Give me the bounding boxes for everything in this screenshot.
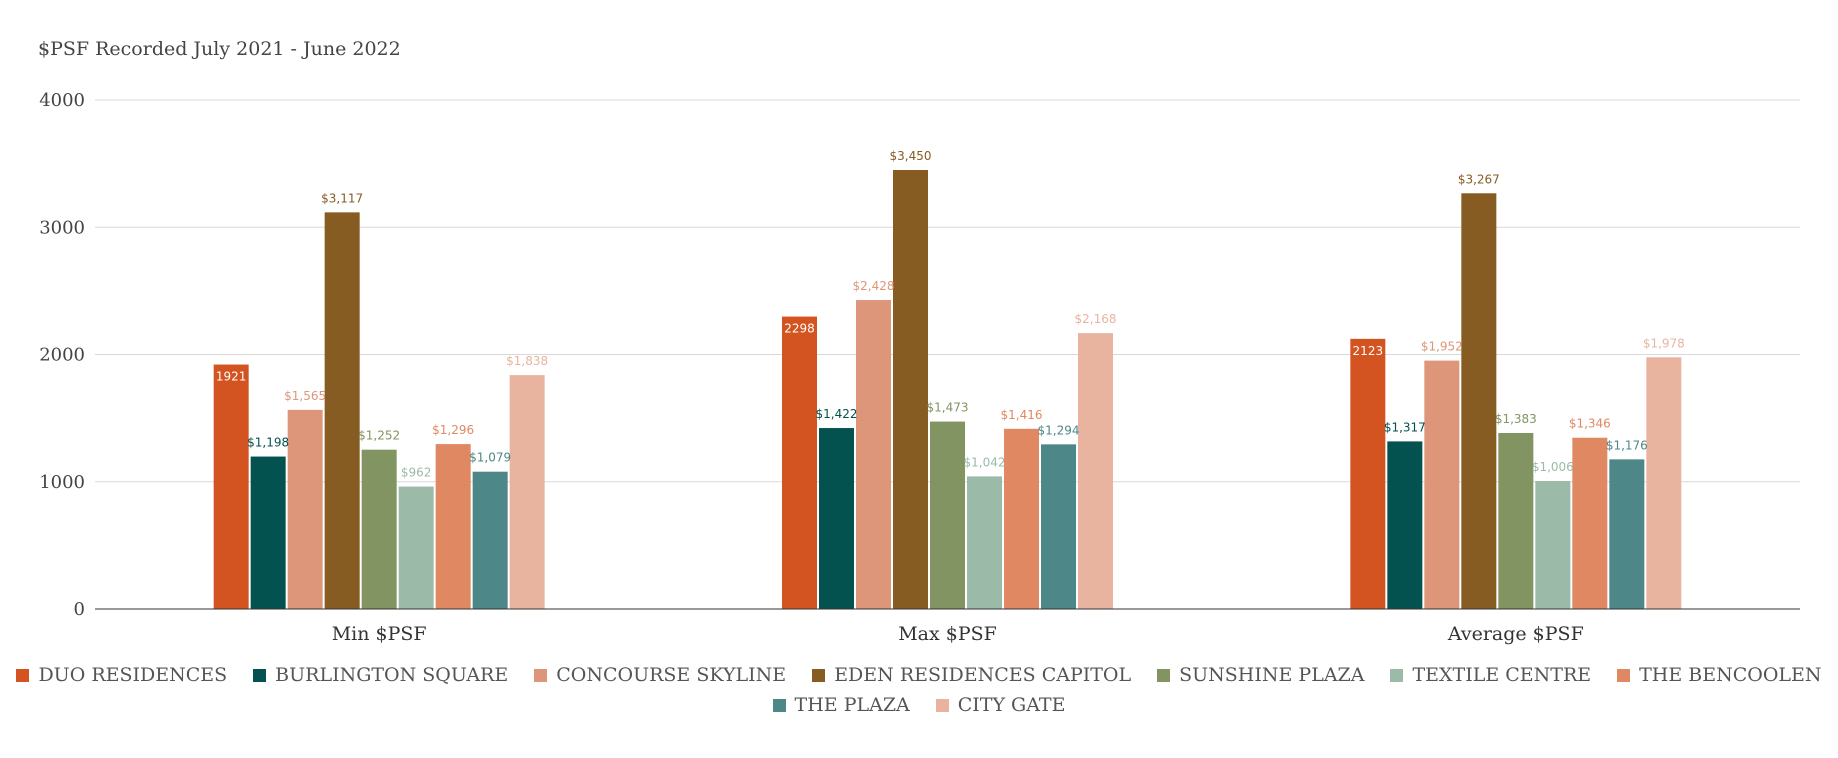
bar-duo-residences bbox=[213, 364, 249, 609]
legend-swatch bbox=[935, 698, 949, 712]
data-label: $1,296 bbox=[432, 423, 474, 437]
bar-burlington-square bbox=[819, 428, 854, 609]
legend-label: DUO RESIDENCES bbox=[38, 664, 228, 686]
legend-label: CITY GATE bbox=[957, 694, 1066, 716]
y-tick-label: 3000 bbox=[39, 217, 85, 238]
x-axis-ticks: Min $PSF Max $PSF Average $PSF bbox=[332, 623, 1584, 645]
bar-city-gate bbox=[1078, 333, 1113, 609]
bar-city-gate bbox=[1646, 357, 1682, 609]
legend-swatch bbox=[16, 668, 30, 682]
data-label: 2123 bbox=[1353, 344, 1384, 358]
data-label: $1,006 bbox=[1532, 460, 1574, 474]
bar-burlington-square bbox=[1387, 441, 1423, 609]
legend-item: THE BENCOOLEN bbox=[1617, 664, 1822, 686]
data-label: $1,079 bbox=[469, 451, 511, 465]
data-labels: 1921 $1,198 $1,565 $3,117 $1,252 $962 $1,296 $1… bbox=[216, 149, 1685, 480]
bar-textile-centre bbox=[1535, 480, 1571, 609]
legend-label: SUNSHINE PLAZA bbox=[1179, 664, 1365, 686]
data-label: 1921 bbox=[216, 370, 247, 384]
legend-swatch bbox=[534, 668, 548, 682]
y-tick-label: 4000 bbox=[39, 90, 85, 111]
data-label: $1,346 bbox=[1569, 417, 1611, 431]
bar-concourse-skyline bbox=[287, 409, 323, 609]
bar-sunshine-plaza bbox=[361, 449, 397, 609]
legend-item: CITY GATE bbox=[935, 694, 1066, 716]
data-label: $1,252 bbox=[358, 429, 400, 443]
bar-concourse-skyline bbox=[1424, 360, 1460, 609]
data-label: $2,168 bbox=[1075, 312, 1117, 326]
bar-concourse-skyline bbox=[856, 300, 891, 609]
data-label: $1,198 bbox=[247, 436, 289, 450]
x-tick-label: Min $PSF bbox=[332, 623, 427, 645]
y-tick-label: 0 bbox=[74, 599, 85, 620]
data-label: $3,117 bbox=[321, 191, 363, 205]
data-label: $2,428 bbox=[853, 279, 895, 293]
legend-item: BURLINGTON SQUARE bbox=[253, 664, 508, 686]
legend-label: BURLINGTON SQUARE bbox=[275, 664, 509, 686]
x-tick-label: Average $PSF bbox=[1447, 623, 1584, 645]
y-tick-label: 1000 bbox=[39, 472, 85, 493]
legend-row: DUO RESIDENCES BURLINGTON SQUARE CONCOURSE… bbox=[0, 664, 1838, 686]
legend-row: THE PLAZA CITY GATE bbox=[0, 694, 1838, 716]
legend-item: DUO RESIDENCES bbox=[16, 664, 227, 686]
legend-label: EDEN RESIDENCES CAPITOL bbox=[834, 664, 1132, 686]
legend-item: TEXTILE CENTRE bbox=[1390, 664, 1591, 686]
legend-swatch bbox=[772, 698, 786, 712]
bar-sunshine-plaza bbox=[1498, 433, 1534, 609]
bar-the-bencoolen bbox=[435, 444, 471, 609]
bar-the-plaza bbox=[1041, 444, 1076, 609]
data-label: $1,422 bbox=[816, 407, 858, 421]
bar-sunshine-plaza bbox=[930, 421, 965, 609]
legend: DUO RESIDENCES BURLINGTON SQUARE CONCOURSE… bbox=[0, 664, 1838, 724]
data-label: $962 bbox=[401, 466, 432, 480]
x-tick-label: Max $PSF bbox=[898, 623, 997, 645]
legend-swatch bbox=[1390, 668, 1404, 682]
data-label: $1,416 bbox=[1001, 408, 1043, 422]
y-tick-label: 2000 bbox=[39, 345, 85, 366]
bar-duo-residences bbox=[782, 316, 817, 609]
data-label: $1,294 bbox=[1038, 423, 1080, 437]
legend-swatch bbox=[1617, 668, 1631, 682]
bar-city-gate bbox=[509, 375, 545, 609]
chart-title: $PSF Recorded July 2021 - June 2022 bbox=[38, 38, 401, 60]
data-label: $1,978 bbox=[1643, 336, 1685, 350]
bar-eden-residences-capitol bbox=[324, 212, 360, 609]
bar-eden-residences-capitol bbox=[1461, 193, 1497, 610]
legend-item: CONCOURSE SKYLINE bbox=[534, 664, 786, 686]
bar-chart: 0 1000 2000 3000 4000 1921 $1,198 $1,565 $3,117… bbox=[39, 90, 1800, 645]
legend-label: THE PLAZA bbox=[794, 694, 910, 716]
legend-item: EDEN RESIDENCES CAPITOL bbox=[812, 664, 1131, 686]
bar-eden-residences-capitol bbox=[893, 169, 928, 610]
y-axis-ticks: 0 1000 2000 3000 4000 bbox=[39, 90, 85, 620]
legend-label: THE BENCOOLEN bbox=[1639, 664, 1822, 686]
data-label: $3,450 bbox=[890, 149, 932, 163]
data-label: $1,473 bbox=[927, 401, 969, 415]
bar-duo-residences bbox=[1350, 338, 1386, 609]
bar-textile-centre bbox=[967, 476, 1002, 609]
data-label: $1,042 bbox=[964, 455, 1006, 469]
bar-textile-centre bbox=[398, 486, 434, 609]
data-label: $1,383 bbox=[1495, 412, 1537, 426]
bars bbox=[213, 169, 1682, 610]
bar-the-plaza bbox=[1609, 459, 1645, 609]
data-label: $3,267 bbox=[1458, 172, 1500, 186]
legend-swatch bbox=[812, 668, 826, 682]
bar-the-bencoolen bbox=[1004, 428, 1039, 609]
legend-swatch bbox=[253, 668, 267, 682]
data-label: $1,317 bbox=[1384, 420, 1426, 434]
bar-the-bencoolen bbox=[1572, 437, 1608, 609]
data-label: $1,565 bbox=[284, 389, 326, 403]
data-label: 2298 bbox=[784, 322, 815, 336]
legend-item: SUNSHINE PLAZA bbox=[1157, 664, 1364, 686]
bar-the-plaza bbox=[472, 471, 508, 609]
data-label: $1,176 bbox=[1606, 438, 1648, 452]
legend-item: THE PLAZA bbox=[772, 694, 910, 716]
legend-label: CONCOURSE SKYLINE bbox=[556, 664, 787, 686]
data-label: $1,838 bbox=[506, 354, 548, 368]
data-label: $1,952 bbox=[1421, 340, 1463, 354]
bar-burlington-square bbox=[250, 456, 286, 609]
legend-swatch bbox=[1157, 668, 1171, 682]
legend-label: TEXTILE CENTRE bbox=[1412, 664, 1592, 686]
